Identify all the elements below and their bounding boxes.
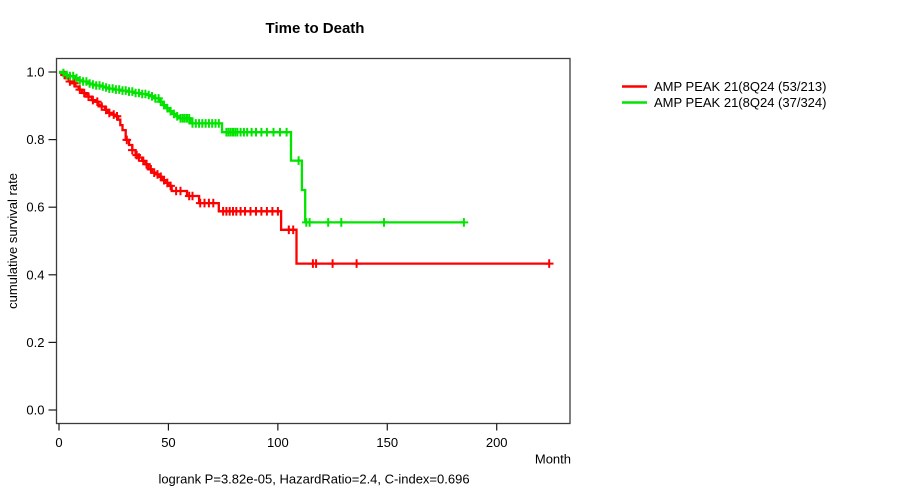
x-axis-title: Month: [535, 452, 571, 467]
x-axis: 0 50 100 150 200: [55, 423, 508, 450]
censor-marks-green: [59, 68, 469, 227]
y-axis: 0.0 0.2 0.4 0.6 0.8 1.0: [26, 65, 57, 418]
x-tick-label: 50: [161, 435, 175, 450]
legend-label: AMP PEAK 21(8Q24 (53/213): [654, 79, 826, 94]
plot-box: [55, 57, 571, 425]
chart-title: Time to Death: [266, 20, 365, 37]
legend: AMP PEAK 21(8Q24 (53/213)AMP PEAK 21(8Q2…: [622, 79, 826, 110]
survival-curve-green: [59, 70, 464, 224]
x-tick-label: 100: [267, 435, 289, 450]
y-tick-label: 0.4: [26, 267, 44, 282]
x-tick-label: 0: [55, 435, 62, 450]
y-tick-label: 1.0: [26, 65, 44, 80]
stats-annotation: logrank P=3.82e-05, HazardRatio=2.4, C-i…: [158, 472, 469, 487]
legend-label: AMP PEAK 21(8Q24 (37/324): [654, 95, 826, 110]
censor-marks-red: [60, 70, 554, 268]
x-tick-label: 200: [486, 435, 508, 450]
y-tick-label: 0.0: [26, 403, 44, 418]
survival-curve-red: [59, 70, 550, 265]
y-tick-label: 0.6: [26, 200, 44, 215]
y-tick-label: 0.8: [26, 132, 44, 147]
survival-curves: [59, 68, 554, 268]
y-axis-title: cumulative survival rate: [5, 173, 20, 309]
x-tick-label: 150: [376, 435, 398, 450]
y-tick-label: 0.2: [26, 335, 44, 350]
